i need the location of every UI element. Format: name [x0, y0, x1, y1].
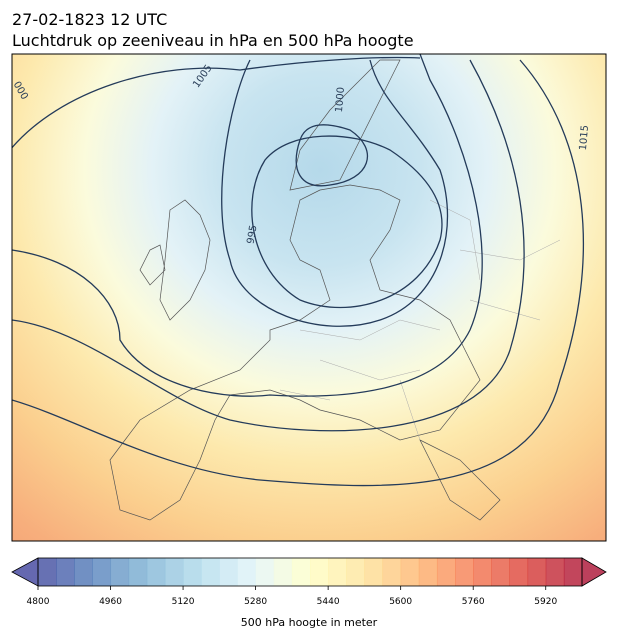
colorbar-bin: [527, 558, 547, 586]
colorbar-bin: [273, 558, 293, 586]
colorbar-bin: [364, 558, 384, 586]
contour: [221, 59, 449, 327]
colorbar-label: 500 hPa hoogte in meter: [241, 616, 378, 629]
colorbar-bin: [382, 558, 402, 586]
colorbar-bin: [237, 558, 257, 586]
colorbar-bin: [291, 558, 311, 586]
contour: [251, 135, 443, 308]
colorbar-bin: [255, 558, 275, 586]
colorbar-frame: [37, 557, 583, 587]
colorbar-tick-label: 5440: [317, 597, 340, 607]
colorbar-bin: [183, 558, 202, 586]
map: 1005 1000 995 1015 000: [12, 54, 606, 541]
colorbar-bin: [164, 558, 184, 586]
colorbar-bin: [128, 558, 148, 586]
colorbar-bin: [310, 558, 329, 586]
colorbar-bin: [436, 558, 456, 586]
colorbar-bin: [509, 558, 529, 586]
contour: [12, 59, 525, 432]
borders: [279, 199, 561, 441]
colorbar-bin: [346, 558, 365, 586]
title: Luchtdruk op zeeniveau in hPa en 500 hPa…: [12, 31, 414, 50]
colorbar-bin: [491, 558, 510, 586]
colorbar-bin: [219, 558, 238, 586]
contour-label: 995: [245, 224, 259, 245]
map-frame: [11, 53, 607, 542]
colorbar-bin: [418, 558, 438, 586]
colorbar-bin: [563, 558, 583, 586]
contour: [12, 54, 483, 397]
colorbar-tick-label: 5600: [389, 597, 412, 607]
colorbar-bin: [74, 558, 93, 586]
colorbar-bin: [146, 558, 166, 586]
colorbar-tick-label: 5280: [244, 597, 267, 607]
colorbar-extend: [581, 557, 607, 587]
contour-label: 1015: [578, 125, 591, 151]
colorbar-bin: [328, 558, 347, 586]
colorbar-tick-label: 4800: [27, 597, 50, 607]
colorbar-bin: [400, 558, 420, 586]
colorbar-bin: [455, 558, 474, 586]
contour: [295, 124, 368, 187]
colorbar-bin: [201, 558, 220, 586]
field: [12, 54, 606, 541]
colorbar-bin: [473, 558, 492, 586]
colorbar-bin: [38, 558, 57, 586]
colorbar-tick-label: 5760: [462, 597, 485, 607]
colorbar-bin: [92, 558, 112, 586]
contour: [12, 56, 421, 149]
colorbar-bin: [110, 558, 130, 586]
colorbar-bin: [56, 558, 75, 586]
contour-label: 1000: [334, 87, 347, 113]
coastline: [109, 59, 501, 521]
colorbar: 4800 4960 5120 5280 5440 5600 5760 5920: [11, 557, 607, 607]
colorbar-extend: [11, 557, 39, 587]
contour: [12, 59, 585, 487]
colorbar-tick-label: 5920: [534, 597, 557, 607]
colorbar-tick-label: 5120: [172, 597, 195, 607]
colorbar-tick-label: 4960: [99, 597, 122, 607]
date: 27-02-1823 12 UTC: [12, 10, 167, 29]
colorbar-bin: [545, 558, 565, 586]
